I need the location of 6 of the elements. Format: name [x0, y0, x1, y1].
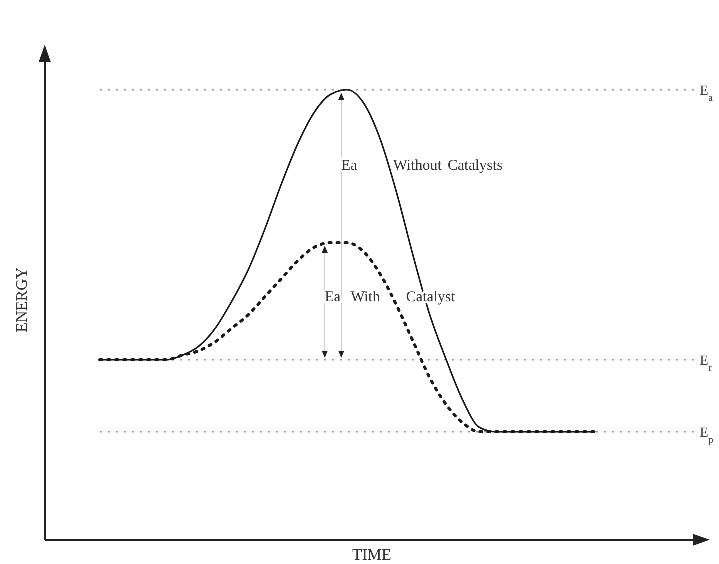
ref-line-label: E$_{a}$: [700, 84, 714, 104]
y-axis-title: ENERGY: [14, 267, 31, 332]
ref-line-label: E$_{r}$: [700, 354, 713, 374]
ref-line-label: E$_{p}$: [700, 426, 714, 446]
text: Ea Without Catalysts: [342, 158, 503, 174]
x-axis-title: TIME: [352, 547, 392, 564]
